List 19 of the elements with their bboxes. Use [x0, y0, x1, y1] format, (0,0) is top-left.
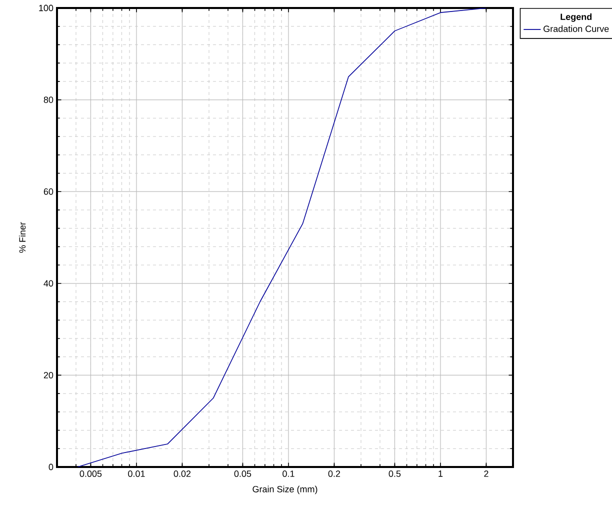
- x-tick-label: 0.01: [128, 470, 145, 477]
- x-tick-label: 0.02: [174, 470, 191, 477]
- y-tick-label: 60: [44, 188, 54, 195]
- x-tick-label: 0.1: [282, 470, 294, 477]
- x-tick-label: 0.05: [234, 470, 252, 477]
- y-axis-title: % Finer: [18, 222, 26, 253]
- y-tick-label: 40: [44, 280, 54, 287]
- legend-label: Gradation Curve: [544, 25, 609, 32]
- x-tick-label: 0.5: [388, 470, 401, 477]
- x-tick-label: 0.005: [80, 470, 102, 477]
- y-tick-label: 80: [44, 96, 54, 103]
- x-tick-label: 2: [484, 470, 488, 477]
- legend-title: Legend: [560, 13, 592, 22]
- y-tick-label: 100: [39, 4, 54, 12]
- x-tick-label: 0.2: [328, 470, 340, 477]
- x-tick-label: 1: [438, 470, 443, 477]
- x-axis-title: Grain Size (mm): [252, 486, 318, 494]
- y-tick-label: 0: [48, 464, 54, 470]
- y-tick-label: 20: [44, 372, 54, 378]
